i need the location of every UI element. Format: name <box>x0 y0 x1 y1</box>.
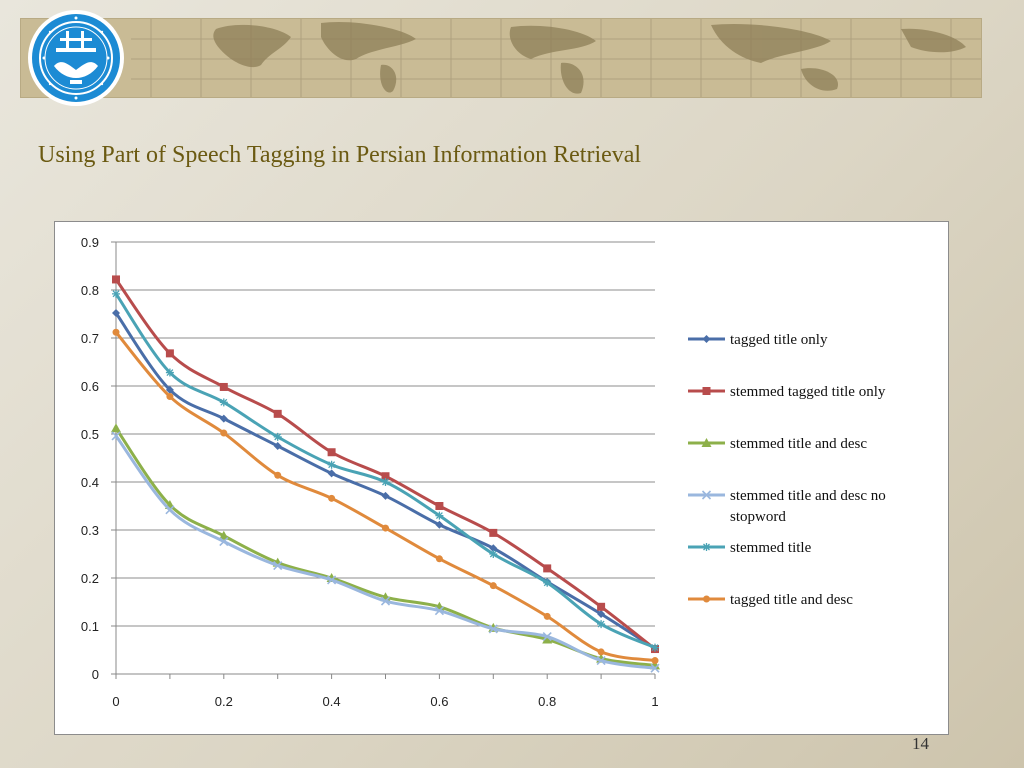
line-chart: 0 0.1 0.2 0.3 0.4 0.5 0.6 0.7 0.8 0.9 0 0.2 0.4 0.6 0.… <box>81 235 886 709</box>
data-point-tagged-title-only <box>597 610 606 618</box>
data-point-tagged-title-and-desc <box>597 648 605 656</box>
series-line-stemmed-title-and-desc-no-stopword <box>114 435 656 670</box>
data-point-tagged-title-and-desc <box>328 494 336 502</box>
data-point-tagged-title-only <box>435 520 444 529</box>
data-point-stemmed-tagged-title-only <box>273 409 282 418</box>
y-tick-label: 0.9 <box>81 235 99 250</box>
data-point-stemmed-title-and-desc-no-stopword <box>380 596 391 606</box>
data-point-stemmed-title <box>273 432 282 441</box>
data-point-stemmed-tagged-title-only <box>489 528 498 537</box>
data-point-tagged-title-only <box>219 414 228 423</box>
data-point-stemmed-title-and-desc-no-stopword <box>488 624 498 634</box>
x-tick-label: 0.2 <box>215 694 233 709</box>
x-tick-label: 1 <box>651 694 658 709</box>
x-tick-label: 0.4 <box>323 694 341 709</box>
data-point-tagged-title-and-desc <box>274 471 282 479</box>
data-point-stemmed-title <box>543 578 552 587</box>
data-point-stemmed-title <box>651 643 659 652</box>
data-point-stemmed-title-and-desc-no-stopword <box>650 663 660 673</box>
legend-marker-stemmed-title-and-desc-no-stopword <box>701 490 712 500</box>
data-point-stemmed-tagged-title-only <box>381 472 390 481</box>
data-point-stemmed-title-and-desc <box>542 634 553 644</box>
y-tick-label: 0.6 <box>81 379 99 394</box>
legend-label-tagged-title-and-desc: tagged title and desc <box>730 592 853 608</box>
data-point-stemmed-title <box>112 289 120 298</box>
legend-marker-stemmed-title-and-desc <box>701 438 712 447</box>
data-point-stemmed-title-and-desc-no-stopword <box>596 655 606 666</box>
data-point-stemmed-tagged-title-only <box>435 502 444 510</box>
world-map-decoration <box>131 19 981 97</box>
data-point-stemmed-title-and-desc-no-stopword <box>542 631 552 642</box>
legend-marker-stemmed-title <box>702 543 711 551</box>
header-banner <box>20 18 982 98</box>
data-point-stemmed-title-and-desc-no-stopword <box>434 606 444 616</box>
data-point-stemmed-tagged-title-only <box>327 448 336 457</box>
data-point-stemmed-title <box>381 478 390 486</box>
legend-label-stemmed-title: stemmed title <box>730 540 812 556</box>
data-point-tagged-title-and-desc <box>166 393 174 401</box>
data-point-stemmed-title-and-desc-no-stopword <box>273 560 283 571</box>
series-line-tagged-title-and-desc <box>114 331 656 663</box>
x-tick-label: 0.8 <box>538 694 556 709</box>
data-point-tagged-title-and-desc <box>489 582 497 590</box>
data-point-tagged-title-and-desc <box>220 429 228 437</box>
slide-title: Using Part of Speech Tagging in Persian … <box>38 142 642 168</box>
data-point-stemmed-title <box>435 511 444 520</box>
data-point-tagged-title-and-desc <box>543 612 551 620</box>
data-point-stemmed-title <box>489 550 498 558</box>
legend-label-stemmed-tagged-title-only: stemmed tagged title only <box>730 384 886 400</box>
data-point-tagged-title-only <box>165 385 174 394</box>
data-point-stemmed-title-and-desc <box>218 530 229 540</box>
data-point-tagged-title-and-desc <box>651 657 659 665</box>
legend-label-stemmed-title-and-desc: stemmed title and desc <box>730 436 867 452</box>
data-point-stemmed-title-and-desc <box>111 423 121 433</box>
data-point-stemmed-title-and-desc-no-stopword <box>165 505 175 515</box>
y-tick-label: 0.1 <box>81 619 99 634</box>
y-tick-label: 0.7 <box>81 331 99 346</box>
legend-label-stemmed-title-and-desc-no-stopword: stemmed title and desc no stopword <box>730 488 886 525</box>
data-point-stemmed-title <box>165 368 174 377</box>
x-tick-label: 0.6 <box>430 694 448 709</box>
data-point-stemmed-title-and-desc-no-stopword <box>219 536 229 547</box>
data-point-stemmed-tagged-title-only <box>219 382 228 391</box>
series-line-stemmed-title-and-desc <box>114 427 656 667</box>
x-tick-label: 0 <box>112 694 119 709</box>
y-tick-label: 0.4 <box>81 475 99 490</box>
data-point-tagged-title-only <box>489 544 498 553</box>
data-point-tagged-title-only <box>381 491 390 500</box>
legend-label-tagged-title-only: tagged title only <box>730 332 828 348</box>
legend-marker-stemmed-tagged-title-only <box>702 387 711 395</box>
data-point-stemmed-title-and-desc-no-stopword <box>327 575 337 585</box>
data-point-tagged-title-only <box>273 442 282 450</box>
data-point-tagged-title-and-desc <box>382 524 389 532</box>
y-tick-label: 0 <box>92 667 99 682</box>
chart-container: 0 0.1 0.2 0.3 0.4 0.5 0.6 0.7 0.8 0.9 0 0.2 0.4 0.6 0.… <box>54 221 949 735</box>
data-point-stemmed-title <box>327 460 336 469</box>
y-tick-label: 0.2 <box>81 571 99 586</box>
university-logo <box>28 10 124 106</box>
y-tick-label: 0.5 <box>81 427 99 442</box>
data-point-stemmed-tagged-title-only <box>597 602 606 611</box>
legend-marker-tagged-title-and-desc <box>703 595 710 603</box>
data-point-stemmed-title <box>597 620 606 629</box>
data-point-stemmed-tagged-title-only <box>112 275 120 284</box>
data-point-stemmed-title <box>219 398 228 407</box>
data-point-tagged-title-and-desc <box>112 328 120 336</box>
data-point-stemmed-tagged-title-only <box>543 564 552 573</box>
data-point-tagged-title-and-desc <box>435 555 443 563</box>
data-point-tagged-title-only <box>327 469 336 478</box>
page-number: 14 <box>912 734 929 753</box>
legend-marker-tagged-title-only <box>702 335 711 343</box>
y-tick-label: 0.8 <box>81 283 99 298</box>
data-point-tagged-title-only <box>112 309 120 318</box>
data-point-stemmed-tagged-title-only <box>165 349 174 358</box>
y-tick-label: 0.3 <box>81 523 99 538</box>
data-point-stemmed-title-and-desc-no-stopword <box>111 431 121 441</box>
